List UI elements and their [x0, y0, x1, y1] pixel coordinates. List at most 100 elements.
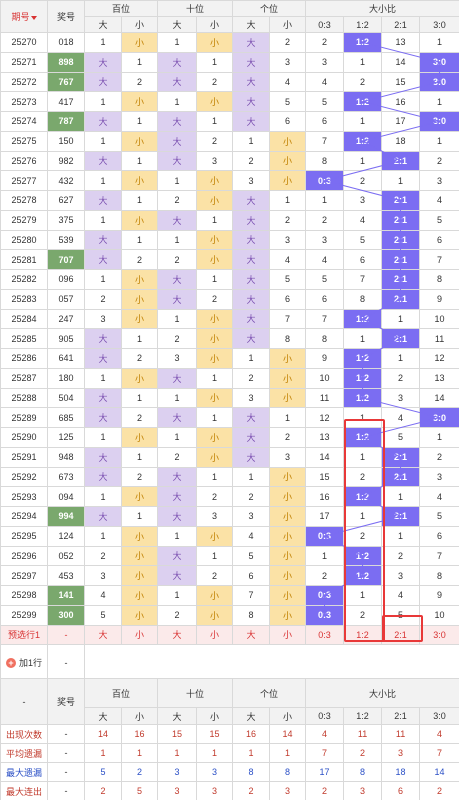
- stats-value-cell: 14: [84, 724, 122, 744]
- ratio-cell: 5: [381, 427, 421, 448]
- prediction-cell[interactable]: 小: [120, 624, 159, 646]
- ratio-cell: 3: [419, 466, 459, 488]
- ratio-cell: 7: [305, 130, 345, 152]
- issue-cell: 25298: [0, 585, 48, 606]
- draw-row: 25289 685 大 2 大 1 大 1 12 1 4 3:0: [0, 407, 459, 428]
- ratio-cell: 1: [419, 130, 459, 152]
- stats-value-cell: 1: [196, 743, 234, 763]
- big-cell: 大: [84, 506, 122, 527]
- prediction-cell[interactable]: 小: [196, 624, 234, 646]
- draw-row: 25288 504 大 1 1 小 3 小 11 1:2 3 14: [0, 387, 459, 409]
- prediction-prize[interactable]: -: [47, 624, 85, 646]
- draw-row: 25286 641 大 2 3 小 1 小 9 1:2 1 12: [0, 348, 459, 369]
- big-cell: 大: [84, 407, 122, 428]
- ratio-cell: 1: [343, 111, 383, 132]
- prediction-cell[interactable]: 小: [269, 624, 307, 646]
- sort-icon[interactable]: [30, 15, 37, 20]
- ratio-cell: 7: [419, 249, 459, 270]
- stats-value-cell: 11: [343, 724, 383, 744]
- big-cell: 大: [157, 545, 198, 567]
- small-cell: 3: [269, 446, 307, 468]
- stats-value-cell: 2: [120, 762, 159, 782]
- ratio-cell: 2: [305, 565, 345, 586]
- big-cell: 大: [232, 229, 271, 251]
- stats-prize-cell: -: [47, 762, 85, 782]
- big-cell: 1: [84, 367, 122, 389]
- issue-cell: 25276: [0, 150, 48, 172]
- ratio-cell: 2: [419, 446, 459, 468]
- big-cell: 大: [232, 407, 271, 428]
- stats-subheader-ratio: 0:3: [305, 707, 345, 725]
- small-cell: 小: [269, 604, 307, 626]
- prediction-cell[interactable]: 大: [157, 624, 198, 646]
- ratio-cell: 1: [419, 32, 459, 53]
- big-cell: 1: [157, 170, 198, 191]
- add-row-label[interactable]: 加1行: [18, 658, 42, 669]
- prediction-cell[interactable]: 大: [84, 624, 122, 646]
- ratio-cell: 8: [305, 328, 345, 349]
- ratio-cell: 14: [419, 387, 459, 409]
- ratio-cell: 11: [419, 328, 459, 349]
- small-cell: 小: [196, 604, 234, 626]
- issue-cell: 25291: [0, 446, 48, 468]
- ratio-cell: 2: [343, 71, 383, 93]
- add-row-button[interactable]: + 加1行: [0, 644, 48, 682]
- ratio-cell: 1: [343, 150, 383, 172]
- big-cell: 大: [84, 328, 122, 349]
- issue-column-header[interactable]: 期号: [0, 0, 48, 33]
- prize-cell: 124: [47, 525, 85, 547]
- draw-row: 25293 094 1 小大 2 2 小 16 1:2 1 4: [0, 486, 459, 507]
- small-cell: 1: [120, 387, 159, 409]
- big-cell: 大: [232, 328, 271, 349]
- prediction-cell[interactable]: 大: [232, 624, 271, 646]
- big-cell: 大: [232, 91, 271, 112]
- prize-cell: 641: [47, 348, 85, 369]
- stats-value-cell: 16: [120, 724, 159, 744]
- prediction-cell[interactable]: 3:0: [419, 624, 459, 646]
- prediction-label[interactable]: 预选行1: [0, 624, 48, 646]
- ratio-hit-cell: 3:0: [419, 51, 459, 73]
- ratio-cell: 10: [305, 367, 345, 389]
- small-cell: 4: [269, 249, 307, 270]
- draw-row: 25284 247 3 小 1 小大 7 7 1:2 1 10: [0, 308, 459, 330]
- small-cell: 2: [269, 427, 307, 448]
- small-cell: 小: [120, 604, 159, 626]
- big-cell: 大: [84, 51, 122, 73]
- stats-subheader-small: 小: [269, 707, 307, 725]
- small-cell: 小: [196, 32, 234, 53]
- stats-prize-cell: -: [47, 724, 85, 744]
- big-cell: 大: [84, 446, 122, 468]
- small-cell: 2: [120, 71, 159, 93]
- stats-units-header: 个位: [232, 678, 307, 708]
- stats-subheader-ratio: 1:2: [343, 707, 383, 725]
- prize-cell: 018: [47, 32, 85, 53]
- big-cell: 大: [157, 111, 198, 132]
- small-cell: 小: [120, 545, 159, 567]
- small-cell: 1: [269, 190, 307, 211]
- plus-icon[interactable]: +: [5, 657, 16, 668]
- ratio-hit-cell: 3:0: [419, 111, 459, 132]
- small-cell: 小: [120, 170, 159, 191]
- stats-value-cell: 2: [84, 781, 122, 800]
- stats-value-cell: 2: [419, 781, 459, 800]
- ratio-hit-cell: 0:3: [305, 604, 345, 626]
- ratio-hit-cell: 1:2: [343, 91, 383, 112]
- issue-cell: 25292: [0, 466, 48, 488]
- ratio-cell: 2: [343, 170, 383, 191]
- ratio-cell: 3: [419, 170, 459, 191]
- highlight-box-1-2: [344, 419, 385, 642]
- big-cell: 3: [232, 387, 271, 409]
- stats-value-cell: 14: [269, 724, 307, 744]
- ratio-cell: 7: [343, 269, 383, 290]
- big-cell: 大: [232, 249, 271, 270]
- ratio-cell: 5: [305, 269, 345, 290]
- small-cell: 1: [196, 407, 234, 428]
- big-cell: 大: [232, 51, 271, 73]
- small-cell: 3: [269, 229, 307, 251]
- ratio-hit-cell: 2:1: [381, 269, 421, 290]
- small-cell: 小: [269, 506, 307, 527]
- prediction-cell[interactable]: 0:3: [305, 624, 345, 646]
- stats-row: 出现次数 -14 16 15 15 16 14 4 11 11 4: [0, 724, 459, 744]
- statistics-table: - 奖号 百位 十位 个位 大小比 大小大小大小 0:3 1:2 2:1 3:0 出现次…: [0, 678, 459, 800]
- small-cell: 小: [269, 585, 307, 606]
